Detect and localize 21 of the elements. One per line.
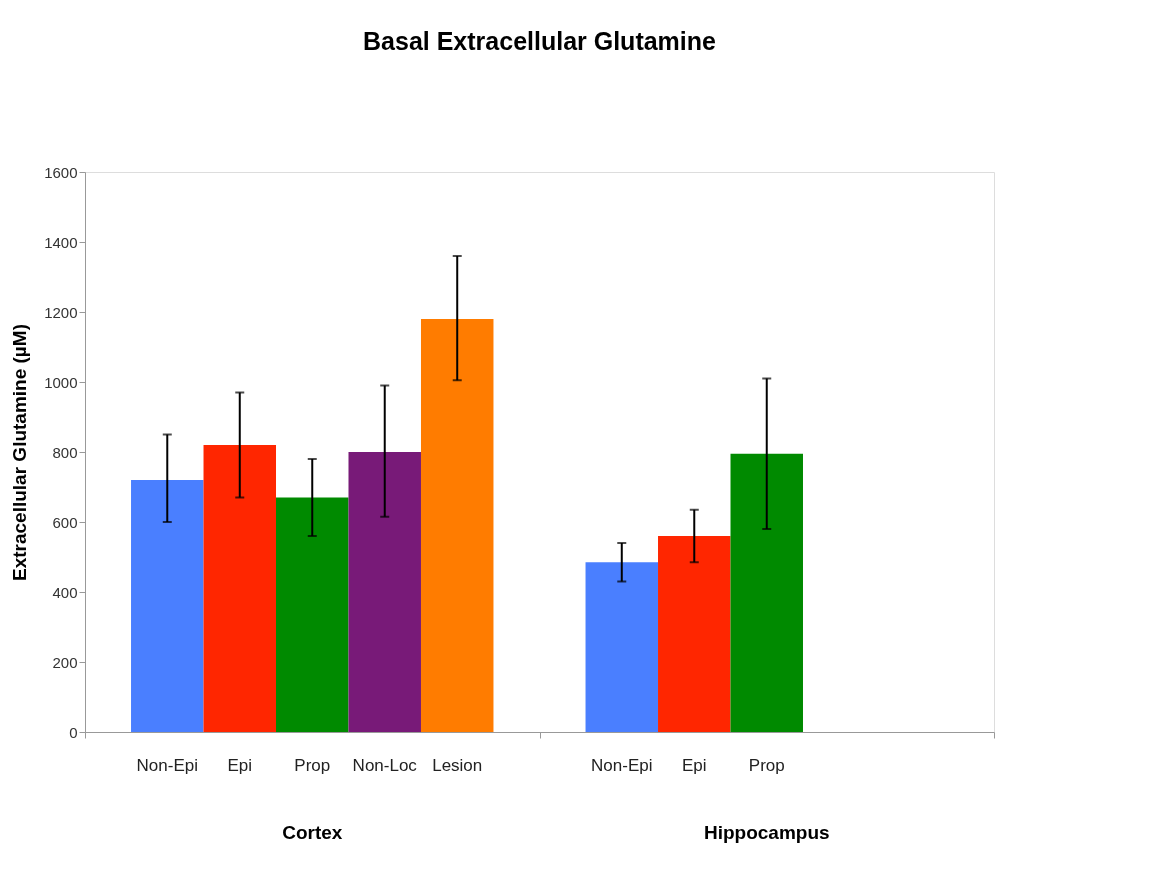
- x-tick-label: Epi: [227, 756, 253, 775]
- y-tick-label: 1600: [44, 163, 78, 181]
- x-tick-label: Lesion: [432, 756, 483, 775]
- chart-title: Basal Extracellular Glutamine: [363, 27, 717, 55]
- y-tick-label: 0: [69, 723, 78, 741]
- y-tick-label: 1400: [44, 233, 78, 251]
- y-tick-label: 800: [52, 443, 78, 461]
- y-tick-label: 200: [52, 653, 78, 671]
- text: Cortex: [282, 822, 343, 843]
- x-tick-label: Epi: [681, 756, 707, 775]
- x-tick-label: Non-Epi: [591, 756, 653, 775]
- x-tick-label: Prop: [294, 756, 331, 775]
- x-tick-label: Non-Epi: [136, 756, 198, 775]
- x-tick-label: Prop: [748, 756, 785, 775]
- x-tick-label: Non-Loc: [352, 756, 418, 775]
- y-tick-label: 400: [52, 583, 78, 601]
- text: Hippocampus: [703, 822, 830, 843]
- y-tick-label: 600: [52, 513, 78, 531]
- y-tick-label: 1200: [44, 303, 78, 321]
- y-tick-label: 1000: [44, 373, 78, 391]
- y-axis-title: Extracellular Glutamine (µM): [9, 324, 31, 581]
